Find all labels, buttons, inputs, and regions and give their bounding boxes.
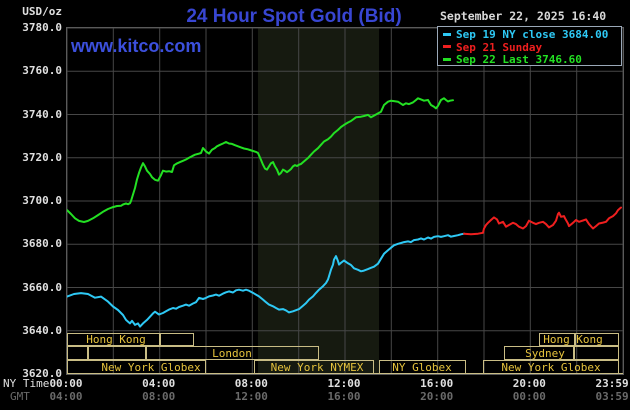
x-axis-tick-gmt: 08:00 — [142, 390, 176, 403]
session-box — [575, 332, 619, 346]
y-axis-tick: 3780.0 — [22, 21, 62, 34]
y-axis-tick: 3660.0 — [22, 280, 62, 294]
y-axis-tick: 3620.0 — [22, 367, 62, 380]
kitco-watermark: www.kitco.com — [71, 36, 202, 56]
x-axis-tick-ny: 23:59 — [595, 377, 629, 390]
legend-label: Sep 19 NY close 3684.00 — [456, 28, 609, 41]
session-label: Hong Kong — [543, 333, 603, 346]
y-axis-unit-label: USD/oz — [22, 5, 62, 18]
x-axis-tick-gmt: 03:59 — [595, 390, 629, 403]
session-label: Sydney — [525, 346, 565, 360]
legend-dash-icon — [443, 45, 451, 48]
chart-title: 24 Hour Spot Gold (Bid) — [186, 6, 402, 27]
legend-item: Sep 19 NY close 3684.00 — [443, 28, 621, 41]
chart-svg — [67, 28, 623, 374]
ny-time-axis-label: NY Time — [3, 377, 50, 390]
session-box — [379, 360, 466, 374]
session-label: Hong Kong — [86, 333, 146, 346]
session-box — [504, 346, 574, 360]
legend-rows: Sep 19 NY close 3684.00 Sep 21 Sunday Sep … — [443, 28, 621, 66]
x-axis-tick-ny: 20:00 — [512, 377, 546, 390]
session-label: New York Globex — [101, 360, 201, 374]
y-axis-tick: 3700.0 — [22, 194, 62, 207]
legend-dash-icon — [443, 57, 451, 61]
session-box — [160, 332, 194, 346]
y-axis-tick: 3680.0 — [22, 237, 62, 251]
legend-label: Sep 22 Last 3746.60 — [456, 53, 582, 66]
y-axis-tick: 3760.0 — [22, 64, 62, 78]
x-axis-tick-ny: 08:00 — [234, 377, 268, 390]
session-label: NY Globex — [392, 360, 452, 374]
x-axis-tick-ny: 04:00 — [142, 377, 176, 390]
x-axis-tick-ny: 00:00 — [49, 377, 83, 390]
session-label: London — [212, 346, 252, 360]
legend-dash-icon — [443, 32, 451, 36]
legend-item: Sep 21 Sunday — [443, 41, 621, 54]
price-series-green — [67, 97, 454, 223]
price-series-cyan — [67, 232, 465, 328]
y-axis-tick: 3720.0 — [22, 150, 62, 164]
x-axis-tick-gmt: 20:00 — [420, 390, 454, 403]
legend-item: Sep 22 Last 3746.60 — [443, 53, 621, 66]
legend-label: Sep 21 Sunday — [456, 40, 543, 54]
session-box — [483, 360, 619, 374]
x-axis-tick-gmt: 04:00 — [49, 390, 83, 403]
x-axis-tick-gmt: 00:00 — [512, 390, 546, 403]
gmt-axis-label: GMT — [10, 390, 30, 403]
y-axis-tick: 3740.0 — [22, 107, 62, 121]
session-box — [254, 360, 374, 374]
session-box — [146, 346, 319, 360]
price-series-red — [463, 206, 622, 236]
x-axis-tick-gmt: 16:00 — [327, 390, 361, 403]
x-axis-tick-ny: 16:00 — [420, 377, 454, 390]
x-axis-tick-gmt: 12:00 — [234, 390, 268, 403]
session-box — [574, 346, 619, 360]
session-box — [67, 346, 88, 360]
session-label: New York Globex — [501, 360, 601, 374]
y-axis-tick: 3640.0 — [22, 323, 62, 337]
session-box — [539, 332, 575, 346]
x-axis-tick-ny: 12:00 — [327, 377, 361, 390]
legend-box: Sep 19 NY close 3684.00 Sep 21 Sunday Sep … — [437, 26, 622, 66]
date-label: September 22, 2025 16:40 — [440, 9, 607, 23]
plot-area: Hong Kong Hong Kong London Sydney New York G… — [66, 27, 624, 375]
session-box — [67, 332, 160, 346]
session-box — [67, 360, 206, 374]
session-label: New York NYMEX — [270, 360, 364, 374]
session-box — [88, 346, 146, 360]
